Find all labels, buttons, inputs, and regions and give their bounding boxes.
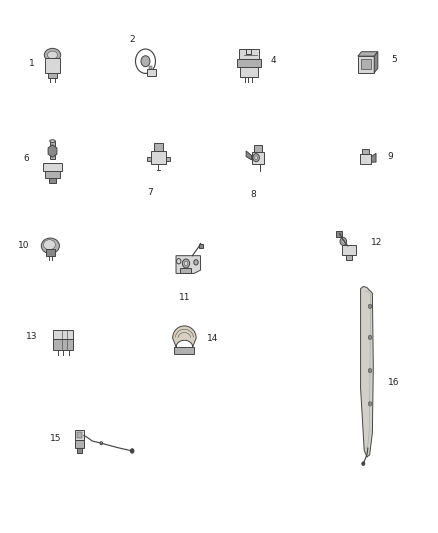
Text: 14: 14	[207, 334, 218, 343]
Bar	[75, 440, 84, 448]
Ellipse shape	[47, 51, 57, 59]
Bar	[75, 430, 84, 440]
Bar	[240, 67, 258, 77]
Bar	[149, 66, 152, 69]
Bar	[199, 244, 203, 248]
Bar	[53, 339, 73, 350]
Bar	[360, 60, 371, 69]
Bar	[237, 59, 261, 67]
Text: 10: 10	[18, 241, 29, 250]
Polygon shape	[374, 52, 378, 73]
Circle shape	[254, 156, 258, 159]
Text: 7: 7	[147, 188, 153, 197]
Bar	[151, 151, 166, 164]
Bar	[251, 152, 264, 164]
Polygon shape	[360, 286, 373, 457]
Text: 11: 11	[179, 293, 190, 302]
Polygon shape	[173, 326, 196, 347]
Bar	[239, 50, 259, 59]
Polygon shape	[246, 151, 251, 160]
Circle shape	[342, 240, 345, 243]
Circle shape	[141, 56, 150, 67]
Text: 2: 2	[130, 35, 135, 44]
Bar	[53, 330, 73, 339]
Circle shape	[253, 154, 259, 161]
Circle shape	[368, 368, 372, 373]
Circle shape	[182, 259, 190, 268]
Circle shape	[368, 335, 372, 340]
Polygon shape	[358, 52, 378, 56]
Circle shape	[362, 462, 365, 465]
Bar	[46, 249, 55, 256]
Text: 6: 6	[24, 154, 29, 163]
Circle shape	[368, 304, 372, 309]
Ellipse shape	[44, 49, 61, 62]
Bar	[45, 171, 60, 177]
Circle shape	[194, 260, 198, 265]
Bar	[180, 268, 191, 273]
Text: 1: 1	[29, 59, 35, 68]
Bar	[346, 255, 352, 260]
Circle shape	[368, 402, 372, 406]
Bar	[50, 141, 55, 159]
Bar	[343, 245, 356, 255]
Bar	[362, 149, 369, 155]
Text: 12: 12	[371, 238, 382, 247]
Polygon shape	[48, 145, 57, 157]
Text: 13: 13	[26, 332, 38, 341]
Polygon shape	[371, 154, 376, 162]
Text: 16: 16	[389, 378, 400, 387]
Bar	[42, 163, 63, 171]
Circle shape	[340, 237, 346, 245]
Text: 9: 9	[387, 152, 393, 161]
Bar	[48, 72, 57, 78]
Bar	[147, 69, 156, 76]
Polygon shape	[176, 256, 201, 273]
Bar	[147, 157, 151, 161]
Bar	[45, 58, 60, 72]
Bar	[336, 231, 343, 237]
Ellipse shape	[43, 240, 55, 249]
Ellipse shape	[50, 140, 55, 142]
Circle shape	[131, 449, 134, 453]
Bar	[254, 146, 261, 152]
Bar	[174, 347, 194, 353]
Bar	[360, 155, 371, 164]
Text: 4: 4	[270, 56, 276, 66]
Bar	[77, 448, 82, 453]
Text: 5: 5	[391, 55, 397, 64]
Circle shape	[184, 261, 188, 265]
Bar	[154, 143, 163, 151]
Ellipse shape	[41, 238, 60, 254]
Text: 15: 15	[50, 434, 61, 443]
Bar	[358, 56, 374, 73]
Bar	[166, 157, 170, 161]
Bar	[49, 177, 56, 183]
Bar	[77, 432, 82, 438]
Text: 8: 8	[251, 190, 257, 199]
